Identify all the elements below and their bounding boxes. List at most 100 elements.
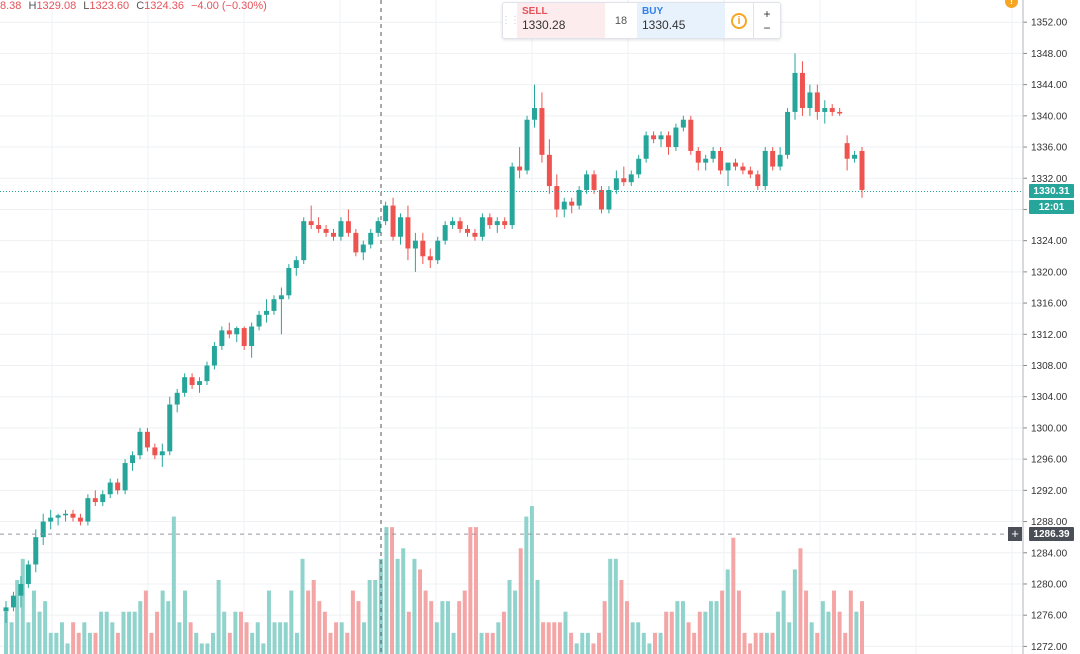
volume-bar <box>630 622 635 654</box>
quantity-stepper[interactable]: + − <box>753 3 780 38</box>
ohlc-legend: 8.38 H1329.08 L1323.60 C1324.36 −4.00 (−… <box>0 0 267 12</box>
candle-body <box>576 189 582 206</box>
tick-label: 1324.00 <box>1031 236 1068 247</box>
volume-bar <box>294 632 299 654</box>
tick-label: 1276.00 <box>1031 611 1068 622</box>
tick-label: 1320.00 <box>1031 267 1068 278</box>
candle-body <box>457 221 463 229</box>
candle-body <box>732 162 738 167</box>
volume-bar <box>759 632 764 654</box>
spread-value: 18 <box>614 14 628 27</box>
volume-bar <box>334 622 339 654</box>
volume-bar <box>244 622 249 654</box>
volume-bar <box>692 632 697 654</box>
volume-bar <box>848 590 853 654</box>
volume-bar <box>473 527 478 654</box>
volume-bar <box>798 548 803 654</box>
volume-bar <box>837 611 842 654</box>
volume-bar <box>350 590 355 654</box>
volume-bar <box>222 611 227 654</box>
candle-body <box>174 392 180 405</box>
candle-body <box>137 431 143 456</box>
volume-bar <box>132 611 137 654</box>
candle-body <box>546 154 552 187</box>
alert-icon[interactable]: ! <box>1005 0 1018 8</box>
volume-bar <box>529 506 534 654</box>
volume-bar <box>569 632 574 654</box>
candle-body <box>859 150 865 190</box>
volume-bar <box>429 601 434 654</box>
candle-body <box>554 186 560 210</box>
volume-bar <box>462 590 467 654</box>
volume-bar <box>613 558 618 654</box>
volume-bar <box>820 601 825 654</box>
volume-bar <box>26 622 31 654</box>
volume-bar <box>641 632 646 654</box>
volume-bar <box>65 643 70 654</box>
candle-body <box>651 135 657 140</box>
volume-bar <box>434 622 439 654</box>
qty-minus-button[interactable]: − <box>763 20 771 35</box>
tick-label: 1300.00 <box>1031 423 1068 434</box>
volume-bar <box>272 622 277 654</box>
volume-bar <box>809 622 814 654</box>
tick-label: 1272.00 <box>1031 642 1068 653</box>
candle-body <box>249 326 255 347</box>
volume-bar <box>451 632 456 654</box>
qty-plus-button[interactable]: + <box>763 6 771 21</box>
info-button[interactable]: i <box>725 3 753 38</box>
volume-bar <box>697 611 702 654</box>
add-alert-button[interactable]: + <box>1008 527 1022 541</box>
volume-bar <box>518 548 523 654</box>
tick-label: 1352.00 <box>1031 18 1068 29</box>
candle-body <box>100 494 106 503</box>
buy-price: 1330.45 <box>642 18 686 32</box>
volume-bar <box>87 632 92 654</box>
candle-body <box>316 225 322 229</box>
volume-bar <box>423 590 428 654</box>
tick-label: 1288.00 <box>1031 517 1068 528</box>
ohlc-low-label: L <box>83 0 90 12</box>
drag-handle-icon[interactable]: ⋮⋮ <box>501 15 520 26</box>
tick-label: 1332.00 <box>1031 174 1068 185</box>
volume-bar <box>390 527 395 654</box>
candle-body <box>844 143 850 159</box>
ohlc-low-value: 1323.60 <box>89 0 130 12</box>
tick-label: 1336.00 <box>1031 143 1068 154</box>
candle-body <box>680 119 686 128</box>
chart-overlay <box>0 0 1022 654</box>
candle-body <box>241 328 247 347</box>
volume-bar <box>725 569 730 654</box>
volume-bar <box>121 611 126 654</box>
candle-body <box>822 108 828 112</box>
candle-body <box>152 447 158 456</box>
candle-body <box>464 228 470 233</box>
volume-bar <box>652 632 657 654</box>
volume-bar <box>233 611 238 654</box>
candle-body <box>427 256 433 261</box>
volume-bar <box>183 590 188 654</box>
volume-bar <box>636 622 641 654</box>
volume-bar <box>742 632 747 654</box>
candle-body <box>375 221 381 233</box>
candle-body <box>807 92 813 109</box>
volume-bar <box>138 601 143 654</box>
volume-bar <box>535 580 540 654</box>
ohlc-high-value: 1329.08 <box>36 0 77 12</box>
sell-button[interactable]: SELL 1330.28 <box>517 3 605 38</box>
volume-bar <box>557 622 562 654</box>
candle-body <box>63 513 69 516</box>
volume-bar <box>71 622 76 654</box>
sell-label: SELL <box>522 6 548 17</box>
candle-body <box>472 232 478 237</box>
candle-body <box>48 517 54 522</box>
volume-bar <box>216 580 221 654</box>
candle-body <box>278 295 284 300</box>
candle-body <box>182 377 188 393</box>
buy-button[interactable]: BUY 1330.45 <box>637 3 725 38</box>
volume-bar <box>457 601 462 654</box>
volume-bar <box>115 632 120 654</box>
volume-bar <box>177 622 182 654</box>
price-axis[interactable]: 1352.00 1348.00 1344.00 1340.00 1336.00 1332.… <box>1022 0 1068 654</box>
